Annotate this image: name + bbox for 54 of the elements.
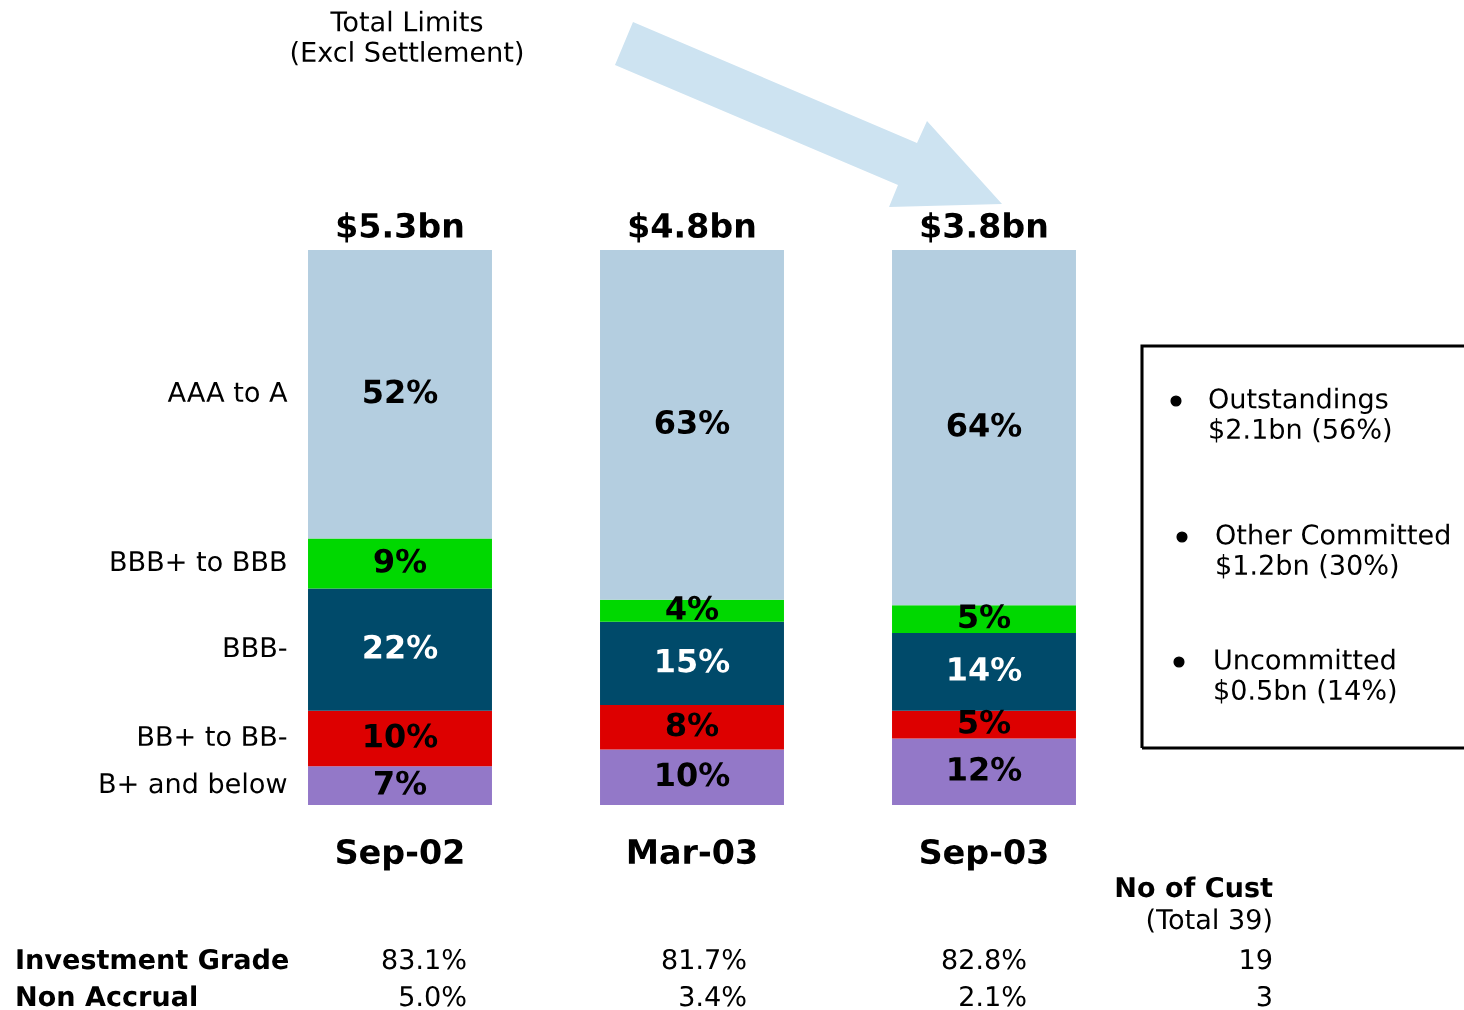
text: Other Committed $1.2bn (30%)	[1216, 523, 1449, 579]
text: 82.8%	[942, 948, 1026, 970]
annotation: $3.8bn	[921, 212, 1047, 243]
series-label: BBB-	[224, 637, 287, 658]
data-label: 9%	[374, 548, 427, 573]
data-label: 4%	[666, 595, 719, 621]
data-label: 15%	[657, 648, 730, 673]
data-label: 8%	[666, 712, 719, 737]
text: Non Accrual	[17, 985, 196, 1007]
bar	[892, 632, 1076, 711]
bar	[308, 766, 492, 805]
bar	[308, 250, 492, 539]
series-label: B+ and below	[100, 772, 287, 794]
data-label: 64%	[947, 412, 1022, 437]
data-label: 14%	[949, 656, 1022, 682]
text: (Total 39)	[1147, 908, 1271, 933]
series-label: BBB+ to BBB	[111, 551, 286, 572]
series-label: AAA to A	[167, 382, 288, 403]
bar	[892, 250, 1076, 606]
chart-title: Total Limits (Excl Settlement)	[291, 10, 523, 66]
text: No of Cust	[1116, 876, 1273, 898]
data-label: 10%	[365, 723, 438, 748]
bar	[308, 588, 492, 711]
bar	[600, 705, 784, 750]
text: Outstandings $2.1bn (56%)	[1209, 387, 1391, 443]
text: 83.1%	[382, 948, 466, 970]
data-label: 52%	[364, 379, 438, 404]
annotation: $4.8bn	[629, 212, 755, 243]
text: 81.7%	[662, 948, 746, 970]
bar	[308, 710, 492, 767]
text: 2.1%	[960, 985, 1026, 1007]
text: 3.4%	[680, 985, 746, 1007]
annotation: $5.3bn	[337, 212, 463, 243]
text: 5.0%	[400, 985, 466, 1007]
text: 19	[1241, 948, 1272, 970]
x-tick-label: Sep-03	[921, 838, 1047, 871]
text: Investment Grade	[17, 948, 288, 970]
data-label: 10%	[657, 762, 730, 787]
bar	[892, 738, 1076, 805]
bar	[600, 749, 784, 805]
bar	[600, 621, 784, 706]
data-label: 63%	[655, 409, 730, 435]
bar	[892, 605, 1076, 633]
x-tick-label: Mar-03	[628, 838, 756, 865]
text: Uncommitted $0.5bn (14%)	[1215, 648, 1396, 704]
data-label: 7%	[375, 770, 427, 795]
data-label: 5%	[959, 604, 1011, 629]
bar	[308, 538, 492, 589]
series-label: BB+ to BB-	[139, 726, 287, 747]
data-label: 12%	[949, 756, 1022, 781]
data-label: 22%	[364, 634, 438, 659]
x-tick-label: Sep-02	[337, 838, 463, 871]
data-label: 5%	[959, 709, 1011, 734]
text: 3	[1257, 985, 1271, 1007]
